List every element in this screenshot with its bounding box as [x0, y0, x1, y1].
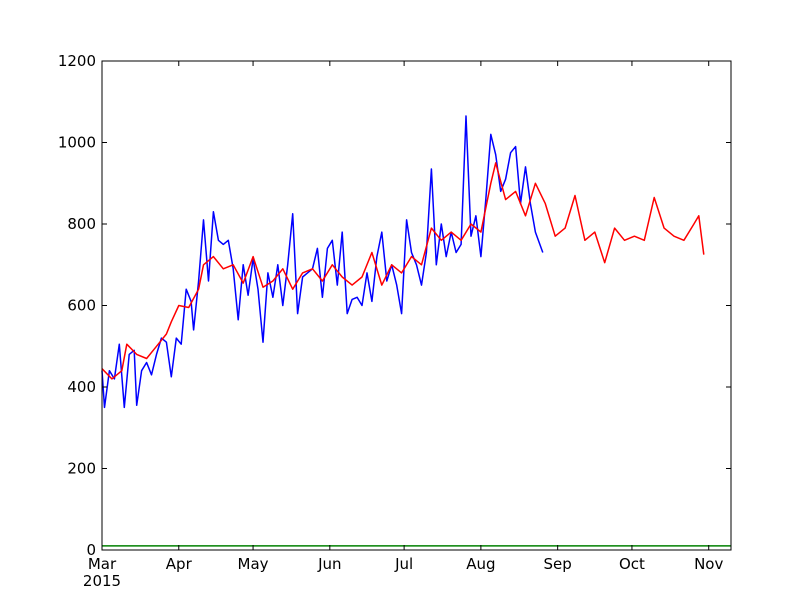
x-tick-label: Jun [317, 555, 341, 573]
series-line-2 [101, 162, 705, 380]
series-line-1 [101, 115, 544, 409]
x-tick-label: Jul [394, 555, 413, 573]
plot-area-background [102, 61, 731, 550]
y-tick-label: 800 [67, 215, 96, 233]
y-tick-label: 200 [67, 460, 96, 478]
y-axis: 0 200 400 600 800 1000 1200 [58, 52, 731, 559]
y-tick-label: 600 [67, 297, 96, 315]
x-tick-label: May [238, 555, 269, 573]
y-tick-label: 1000 [58, 134, 96, 152]
x-tick-label: Nov [694, 555, 723, 573]
y-tick-label: 0 [86, 541, 96, 559]
x-tick-label: Oct [619, 555, 645, 573]
x-tick-label: Mar [88, 555, 117, 573]
x-tick-sublabel: 2015 [83, 572, 121, 590]
y-tick-label: 400 [67, 378, 96, 396]
series-layer [101, 115, 731, 547]
x-tick-label: Apr [166, 555, 193, 573]
x-tick-label: Aug [466, 555, 495, 573]
y-tick-label: 1200 [58, 52, 96, 70]
x-tick-label: Sep [544, 555, 572, 573]
